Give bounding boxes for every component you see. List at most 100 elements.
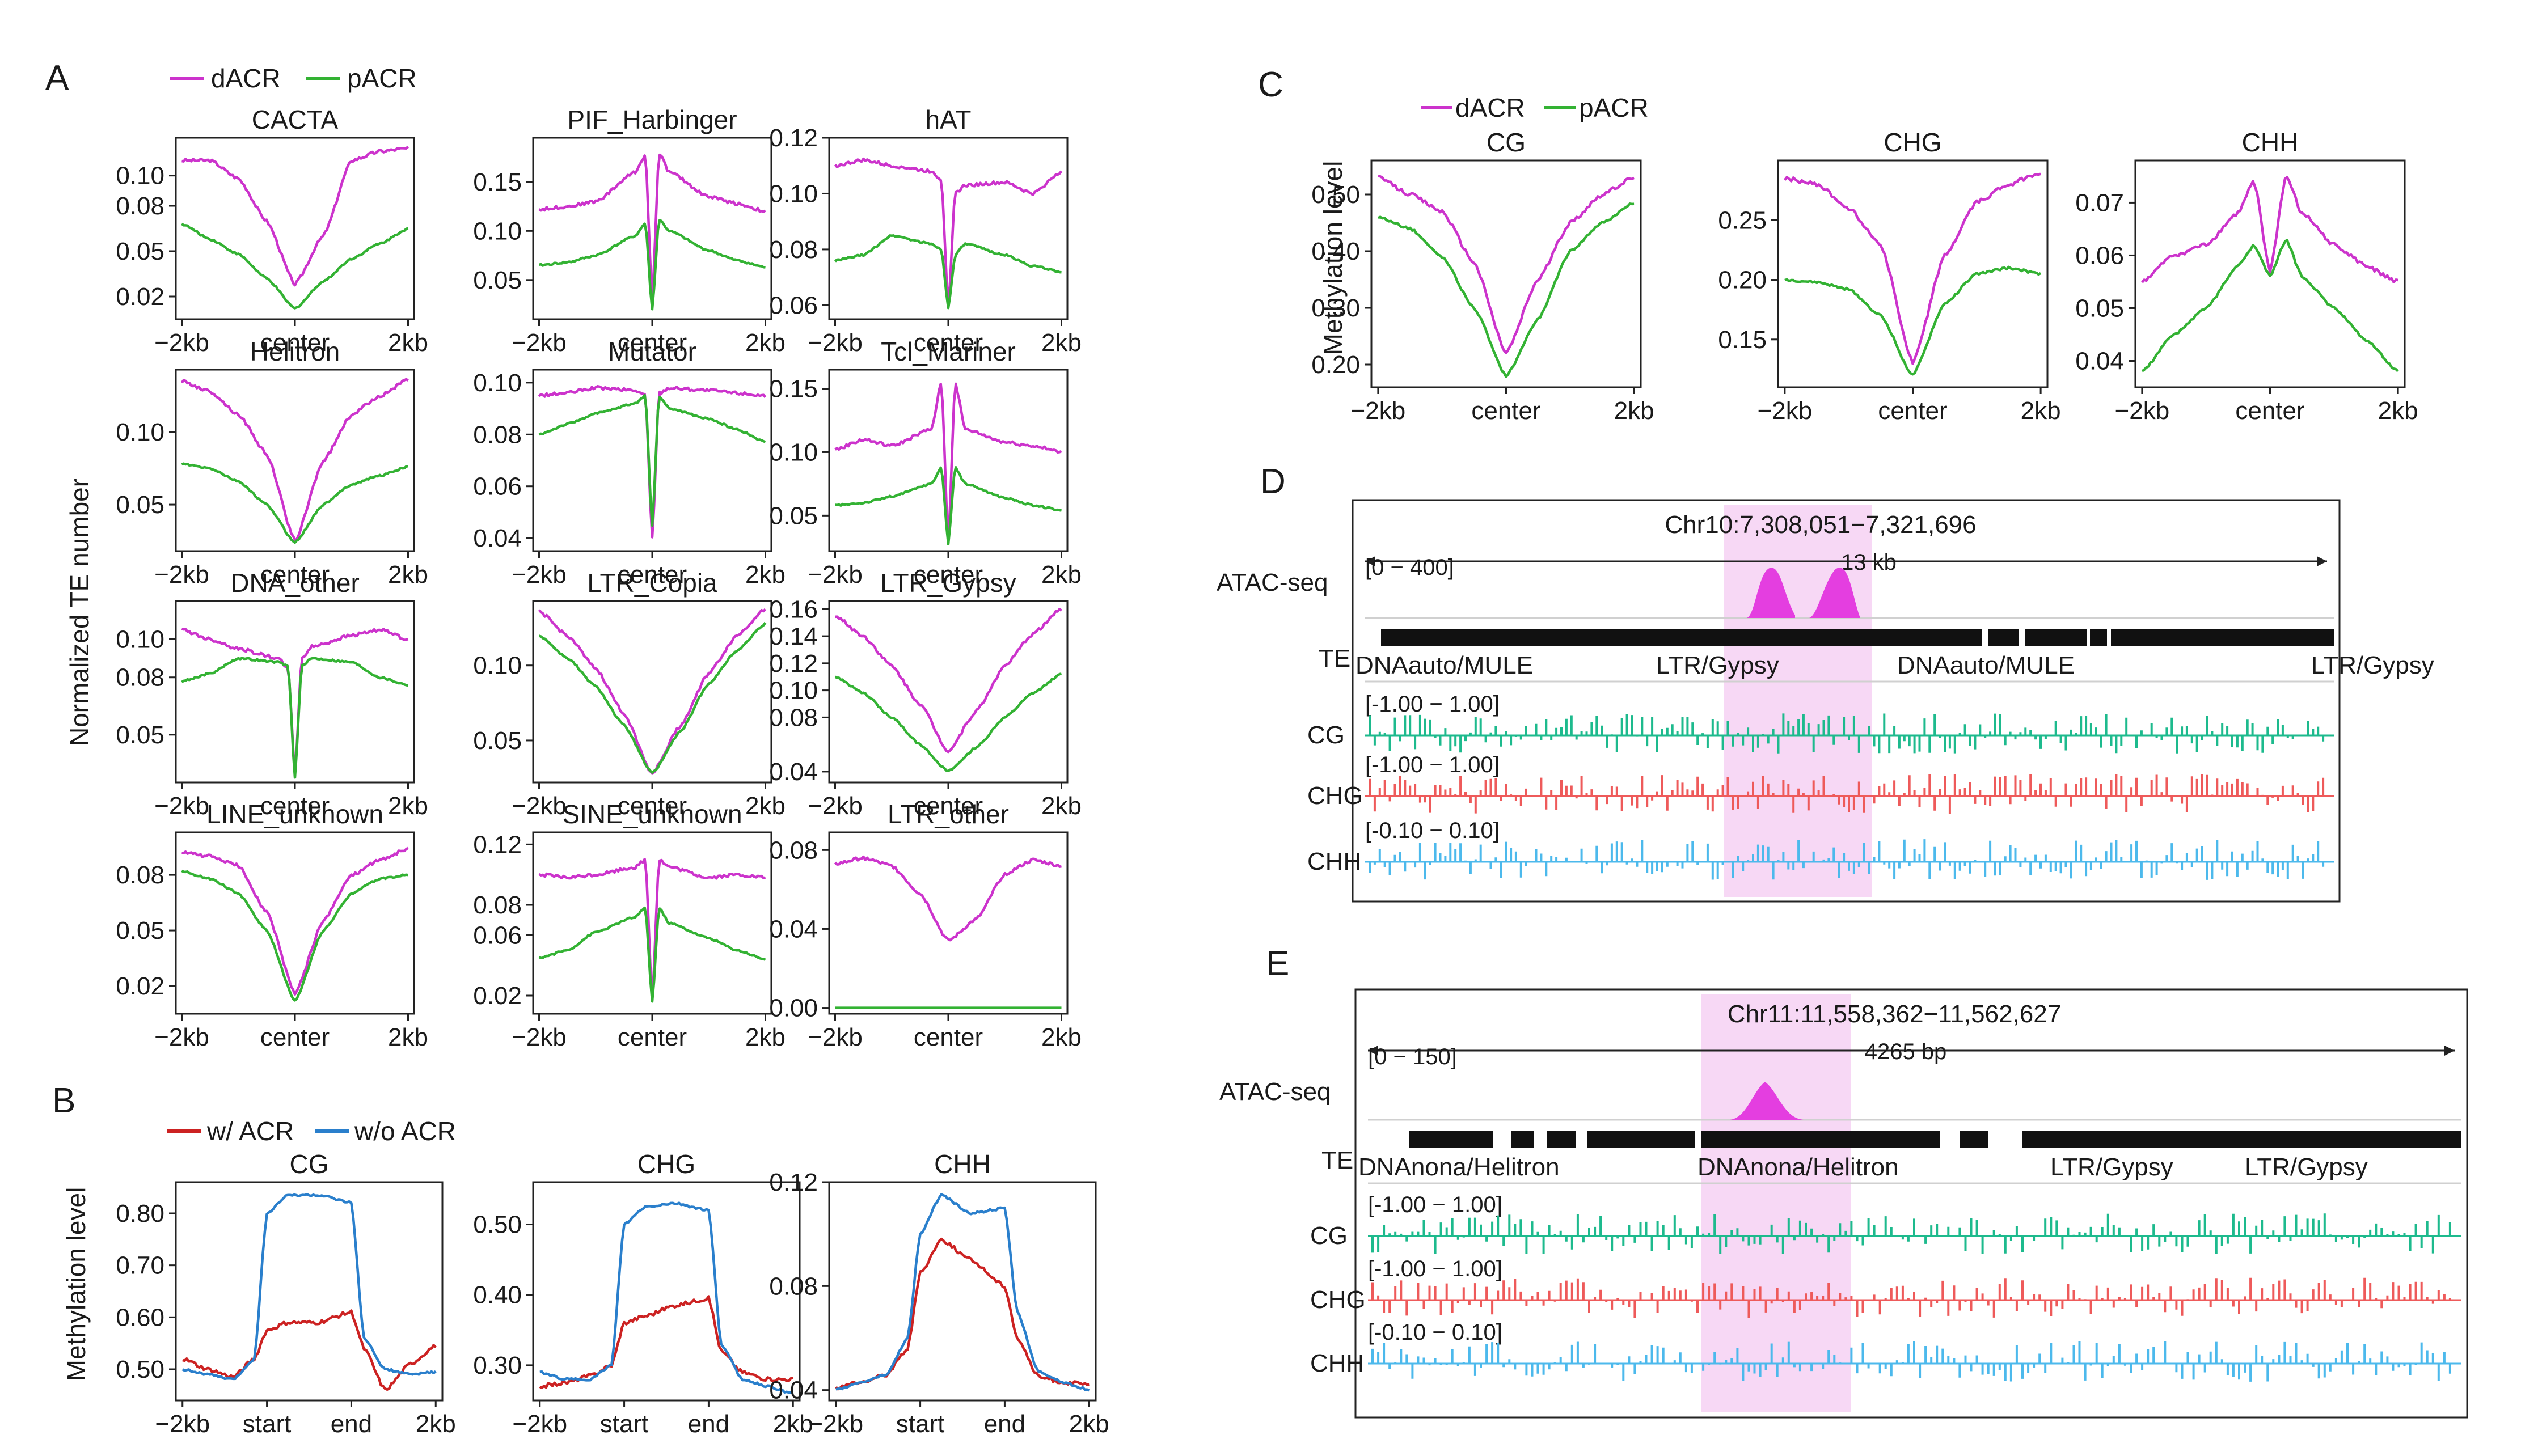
- x-tick-label: 2kb: [1041, 792, 1082, 820]
- e-track-label-chh: CHH: [1310, 1349, 1364, 1377]
- d-track-range-chg: [-1.00 − 1.00]: [1365, 752, 1500, 777]
- chart-sine-unknown: SINE_unknown 0.02 0.060.08 0.12 −2kb center 2k…: [473, 799, 786, 1051]
- x-tick-label: 2kb: [388, 792, 428, 820]
- chart-title: CHG: [1884, 128, 1941, 157]
- chart-pif-harbinger: PIF_Harbinger 0.05 0.10 0.15 −2kb center 2kb: [473, 105, 786, 357]
- series-line-pacr: [181, 869, 408, 1002]
- chart-title: CG: [290, 1149, 329, 1179]
- y-tick-label: 0.06: [473, 473, 522, 501]
- y-tick-label: 0.20: [1718, 266, 1767, 294]
- d-te-name: LTR/Gypsy: [1656, 651, 1779, 679]
- x-tick-label: center: [260, 561, 330, 589]
- chart-cacta: CACTA 0.02 0.05 0.080.10 −2kb center 2kb: [116, 105, 428, 357]
- panel-a-ylabel: Normalized TE number: [65, 479, 94, 746]
- series-line-dacr: [834, 855, 1062, 942]
- chart-title: hAT: [926, 105, 972, 134]
- series-line-w-acr: [182, 1309, 437, 1391]
- series-line-dacr: [181, 627, 409, 774]
- y-tick-label: 0.25: [1718, 206, 1767, 234]
- x-tick-label: end: [331, 1410, 372, 1438]
- y-tick-label: 0.07: [2075, 189, 2124, 217]
- e-locus-title: Chr11:11,558,362−11,562,627: [1728, 1000, 2061, 1028]
- panel-b-label: B: [52, 1081, 75, 1120]
- y-tick-label: 0.10: [769, 677, 818, 705]
- chart-b-cg: CG 0.50 0.60 0.70 0.80 −2kb start end 2kb: [116, 1149, 455, 1438]
- x-tick-label: 2kb: [1069, 1410, 1109, 1438]
- x-tick-label: 2kb: [416, 1410, 456, 1438]
- x-tick-label: center: [2235, 397, 2304, 425]
- e-te-block: [1960, 1131, 1988, 1148]
- e-track-signal-cg: [1371, 1213, 2451, 1254]
- y-tick-label: 0.04: [769, 1377, 818, 1404]
- e-atac-range: [0 − 150]: [1368, 1044, 1457, 1069]
- y-tick-label: 0.06: [2075, 242, 2124, 269]
- d-track-signal-chg: [1369, 774, 2325, 814]
- series-line-dacr: [181, 146, 409, 287]
- x-tick-label: −2kb: [512, 1410, 567, 1438]
- e-te-name: LTR/Gypsy: [2050, 1153, 2173, 1181]
- series-line-pacr: [181, 222, 409, 310]
- e-track-label-cg: CG: [1310, 1222, 1348, 1250]
- chart-title: LTR_Copia: [587, 568, 717, 598]
- chart-ltr-copia: LTR_Copia 0.05 0.10 −2kb center 2kb: [473, 568, 786, 820]
- series-line-w-o-acr: [181, 1193, 437, 1381]
- e-te-block: [1511, 1131, 1534, 1148]
- y-tick-label: 0.12: [769, 124, 818, 152]
- e-te-block: [1701, 1131, 1940, 1148]
- series-line-dacr: [834, 157, 1063, 308]
- x-tick-label: 2kb: [2021, 397, 2061, 425]
- e-te-name: DNAnona/Helitron: [1697, 1153, 1899, 1181]
- x-tick-label: center: [1878, 397, 1947, 425]
- x-tick-label: 2kb: [745, 1023, 786, 1051]
- series-line-dacr: [1378, 175, 1635, 354]
- y-tick-label: 0.05: [116, 917, 164, 945]
- y-tick-label: 0.20: [1311, 351, 1360, 379]
- d-highlight-region: [1724, 505, 1872, 897]
- chart-title: CHG: [637, 1149, 695, 1179]
- chart-ltr-other: LTR_other 0.00 0.04 0.08 −2kb center 2kb: [769, 799, 1082, 1051]
- d-atac-peak: [1747, 568, 1795, 618]
- y-tick-label: 0.50: [473, 1211, 522, 1239]
- x-tick-label: start: [600, 1410, 649, 1438]
- y-tick-label: 0.08: [473, 421, 522, 448]
- series-line-dacr: [538, 385, 767, 539]
- e-te-name: DNAnona/Helitron: [1358, 1153, 1560, 1181]
- x-tick-label: 2kb: [1041, 561, 1082, 589]
- chart-title: CHH: [2242, 128, 2299, 157]
- e-te-label: TE: [1321, 1146, 1353, 1174]
- y-tick-label: 0.12: [769, 650, 818, 678]
- e-atac-peak: [1730, 1082, 1804, 1120]
- legend-c-pacr-label: pACR: [1579, 93, 1649, 122]
- x-tick-label: end: [984, 1410, 1025, 1438]
- plot-frame: [175, 1181, 444, 1402]
- y-tick-label: 0.04: [769, 758, 818, 786]
- x-tick-label: 2kb: [745, 792, 786, 820]
- chart-mutator: Mutator 0.04 0.06 0.08 0.10 −2kb center 2kb: [473, 337, 786, 589]
- series-line-dacr: [538, 858, 766, 1001]
- y-tick-label: 0.16: [769, 595, 818, 623]
- e-track-range-cg: [-1.00 − 1.00]: [1368, 1192, 1502, 1217]
- e-track-signal-chh: [1371, 1341, 2451, 1382]
- d-te-block: [2090, 629, 2107, 646]
- x-tick-label: −2kb: [154, 561, 209, 589]
- x-tick-label: center: [260, 329, 330, 357]
- series-line-dacr: [538, 608, 767, 775]
- x-tick-label: end: [688, 1410, 729, 1438]
- d-locus-title: Chr10:7,308,051−7,321,696: [1665, 511, 1976, 539]
- y-tick-label: 0.04: [2075, 347, 2124, 375]
- y-tick-label: 0.80: [116, 1200, 164, 1228]
- d-track-signal-cg: [1369, 713, 2325, 754]
- series-line-pacr: [538, 393, 766, 527]
- chart-title: Tcl_Mariner: [881, 337, 1016, 366]
- x-tick-label: −2kb: [808, 1410, 863, 1438]
- series-line-w-o-acr: [835, 1193, 1090, 1392]
- d-atac-range: [0 − 400]: [1365, 555, 1454, 580]
- chart-ltr-gypsy: LTR_Gypsy 0.04 0.080.100.120.140.16 −2kb cen…: [769, 568, 1082, 820]
- chart-title: LINE_unknown: [206, 799, 383, 829]
- panel-d-label: D: [1260, 462, 1286, 501]
- panel-c: C dACR pACR Methylation level: [1258, 65, 1649, 355]
- y-tick-label: 0.15: [769, 375, 818, 403]
- chart-c-cg: CG 0.20 0.30 0.40 0.50 −2kb center 2kb: [1311, 128, 1654, 425]
- y-tick-label: 0.70: [116, 1252, 164, 1280]
